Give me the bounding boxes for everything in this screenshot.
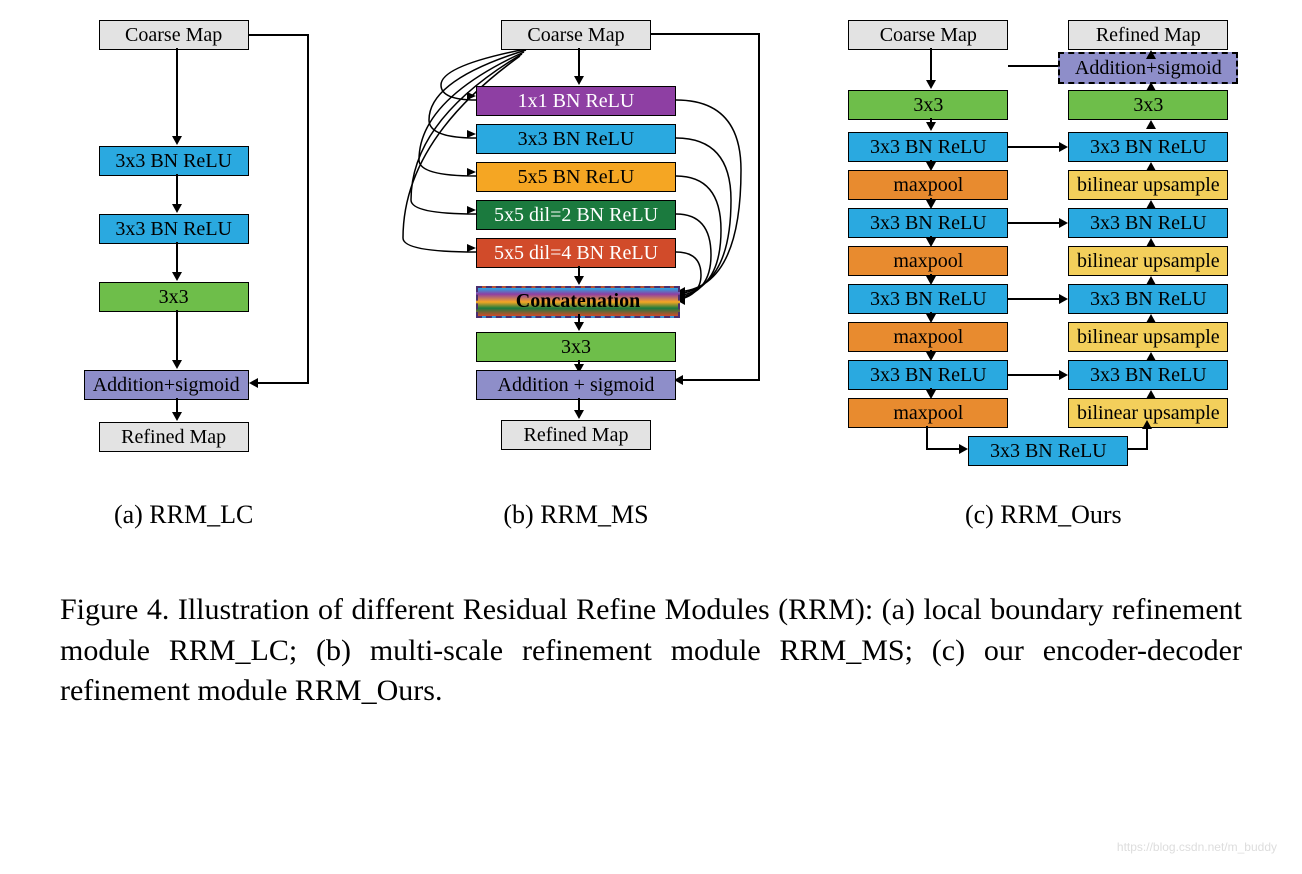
enc-maxpool-4: maxpool [848, 398, 1008, 428]
refined-map-box: Refined Map [501, 420, 651, 450]
watermark: https://blog.csdn.net/m_buddy [1117, 840, 1277, 854]
conv-box-2: 3x3 BN ReLU [99, 214, 249, 244]
dec-upsample-3: bilinear upsample [1068, 322, 1228, 352]
dec-upsample-1: bilinear upsample [1068, 170, 1228, 200]
coarse-map-box: Coarse Map [848, 20, 1008, 50]
enc-bnrelu-1: 3x3 BN ReLU [848, 132, 1008, 162]
coarse-map-box: Coarse Map [99, 20, 249, 50]
sub-label-b: (b) RRM_MS [503, 500, 648, 530]
dec-conv3: 3x3 [1068, 90, 1228, 120]
addition-box: Addition+sigmoid [84, 370, 249, 400]
sub-label-c: (c) RRM_Ours [965, 500, 1122, 530]
diagrams-row: Coarse Map 3x3 BN ReLU 3x3 BN ReLU 3x3 A… [20, 20, 1282, 530]
dec-bnrelu-1: 3x3 BN ReLU [1068, 132, 1228, 162]
enc-conv3: 3x3 [848, 90, 1008, 120]
coarse-map-box: Coarse Map [501, 20, 651, 50]
conv3-box: 3x3 [476, 332, 676, 362]
dec-upsample-2: bilinear upsample [1068, 246, 1228, 276]
enc-bnrelu-2: 3x3 BN ReLU [848, 208, 1008, 238]
layer-5x5-d2: 5x5 dil=2 BN ReLU [476, 200, 676, 230]
enc-maxpool-1: maxpool [848, 170, 1008, 200]
enc-bnrelu-4: 3x3 BN ReLU [848, 360, 1008, 390]
sub-label-a: (a) RRM_LC [114, 500, 253, 530]
enc-bnrelu-3: 3x3 BN ReLU [848, 284, 1008, 314]
diagram-a: Coarse Map 3x3 BN ReLU 3x3 BN ReLU 3x3 A… [44, 20, 324, 530]
enc-maxpool-2: maxpool [848, 246, 1008, 276]
layer-5x5: 5x5 BN ReLU [476, 162, 676, 192]
diagram-b: Coarse Map 1x1 BN ReLU 3x3 BN ReLU 5x5 B… [381, 20, 771, 530]
enc-maxpool-3: maxpool [848, 322, 1008, 352]
dec-bnrelu-2: 3x3 BN ReLU [1068, 208, 1228, 238]
diagram-c: Coarse Map Refined Map Addition+sigmoid … [828, 20, 1258, 530]
layer-3x3: 3x3 BN ReLU [476, 124, 676, 154]
dec-bnrelu-4: 3x3 BN ReLU [1068, 360, 1228, 390]
addition-box: Addition + sigmoid [476, 370, 676, 400]
layer-5x5-d4: 5x5 dil=4 BN ReLU [476, 238, 676, 268]
refined-map-box: Refined Map [1068, 20, 1228, 50]
conv-box-1: 3x3 BN ReLU [99, 146, 249, 176]
bottom-bnrelu: 3x3 BN ReLU [968, 436, 1128, 466]
refined-map-box: Refined Map [99, 422, 249, 452]
figure-caption: Figure 4. Illustration of different Resi… [60, 590, 1242, 712]
dec-bnrelu-3: 3x3 BN ReLU [1068, 284, 1228, 314]
conv-box-3: 3x3 [99, 282, 249, 312]
layer-1x1: 1x1 BN ReLU [476, 86, 676, 116]
